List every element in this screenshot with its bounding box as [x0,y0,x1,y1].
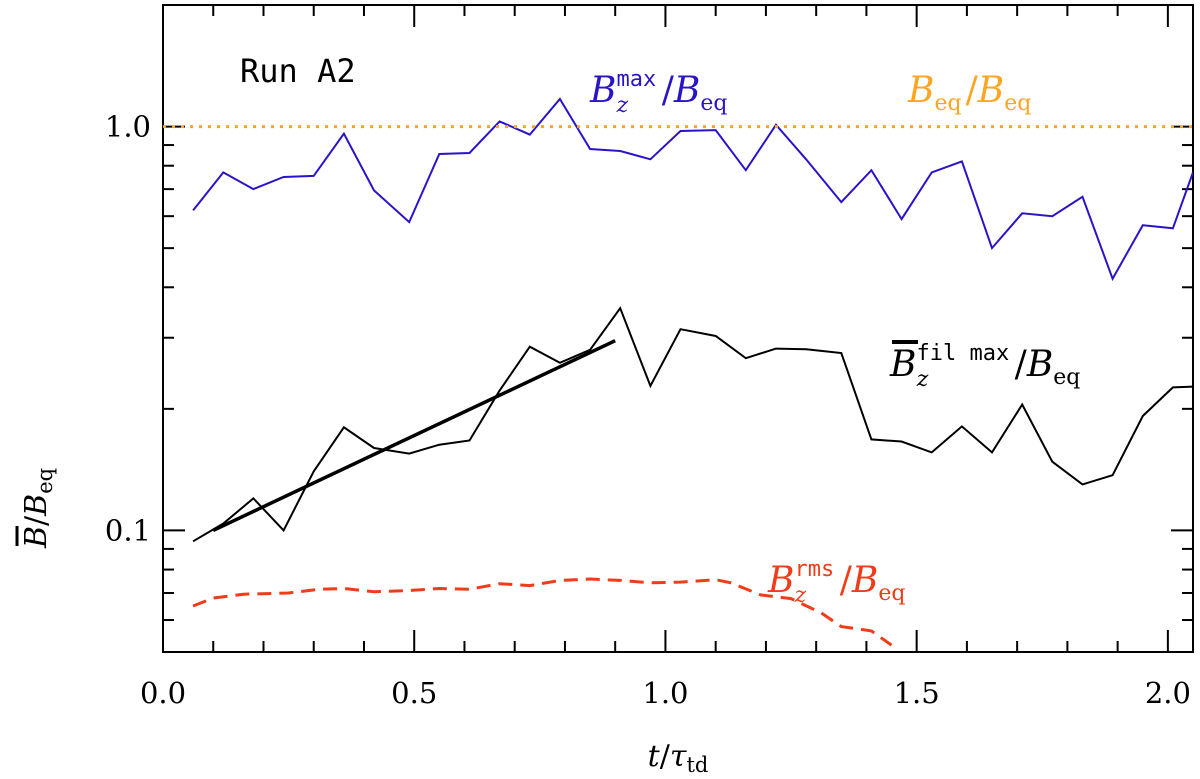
axis-ticks: 0.0 0.5 1.0 1.5 2.0 0.1 1.0 [105,4,1193,710]
series-line-bz-max-beq [192,97,1193,282]
label-bz-max: Bmax z/Beq [589,67,727,118]
plot-frame [162,4,1194,653]
series-line-bz-rms-beq [192,577,893,647]
series-line-fit [212,339,616,532]
label-beq-beq: Beq/Beq [907,70,1031,116]
x-tick-label: 1.5 [894,676,940,710]
svg-text:B/Beq: B/Beq [19,468,57,549]
y-axis-title: B/Beq [15,468,57,549]
series-labels: Bmax z/Beq Beq/Beq Bfil max z/Beq Brms z/Beq [589,67,1080,608]
run-annotation: Run A2 [240,52,356,90]
x-tick-label: 1.0 [642,676,688,710]
plot-border [162,4,1194,653]
x-tick-label: 0.5 [391,676,437,710]
x-tick-label: 0.0 [140,676,186,710]
x-tick-label: 2.0 [1145,676,1191,710]
label-bz-fil-max: Bfil max z/Beq [889,341,1080,392]
x-axis-title: t/τtd [648,739,709,777]
y-tick-label: 1.0 [105,110,151,144]
series-lines [163,97,1193,647]
y-tick-label: 0.1 [105,513,151,547]
label-bz-rms: Brms z/Beq [767,557,905,608]
series-line-bz-fil-max-beq [192,306,1193,543]
